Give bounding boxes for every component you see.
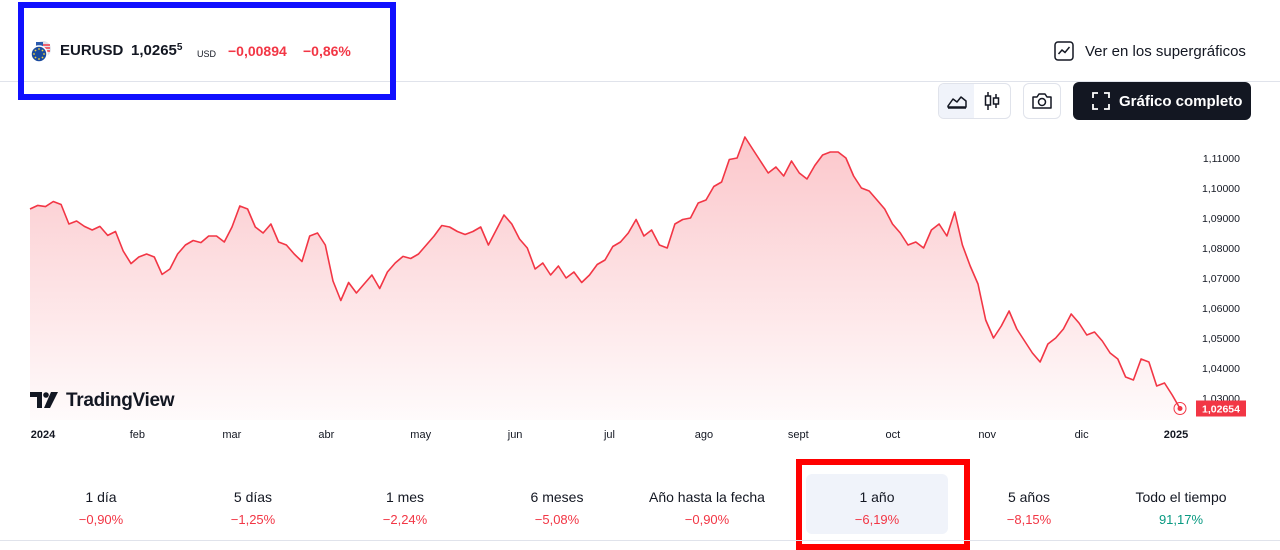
period-change: −0,90% [78,512,124,527]
y-tick-label: 1,06000 [1202,303,1240,315]
period-tab[interactable]: 5 años −8,15% [956,474,1102,534]
period-label: 1 año [859,489,895,505]
candlestick-button[interactable] [974,84,1009,118]
currency-label: USD [197,49,217,59]
price-area-fill [30,137,1180,420]
last-price-tag [1196,400,1246,417]
tradingview-logo-icon [30,392,58,408]
period-label: 1 día [85,489,117,505]
price-chart[interactable]: 1,11000 1,10000 1,09000 1,08000 1,07000 1,060… [0,120,1280,450]
last-price: 1,02655 [131,42,182,59]
period-tab[interactable]: 1 día −0,90% [28,474,174,534]
x-tick-label: feb [130,429,145,441]
period-highlight-box [796,459,970,550]
change-absolute: −0,00894 [228,43,287,59]
price-line [29,136,1181,409]
x-tick-label: jul [603,429,615,441]
last-price-tag-label: 1,02654 [1202,404,1240,416]
price-last-digit: 5 [176,42,183,53]
period-label: 5 días [233,489,273,505]
period-change: −0,90% [684,512,730,527]
y-tick-label: 1,05000 [1202,333,1240,345]
last-price-dot [1177,406,1183,411]
period-tab[interactable]: 1 año −6,19% [806,474,948,534]
y-tick-label: 1,11000 [1203,153,1240,165]
period-label: 1 mes [385,489,425,505]
period-tab[interactable]: 5 días −1,25% [180,474,326,534]
chart-icon [1054,41,1074,61]
period-tab[interactable]: 6 meses −5,08% [484,474,630,534]
last-price-ring [1173,402,1187,415]
period-change: −8,15% [1006,512,1052,527]
y-tick-label: 1,04000 [1202,363,1240,375]
supercharts-link-label: Ver en los supergráficos [1085,42,1246,60]
bottom-divider [0,540,1280,541]
period-tab[interactable]: 1 mes −2,24% [332,474,478,534]
period-label: 6 meses [530,489,584,505]
x-tick-label: sept [788,429,809,441]
period-change: −2,24% [382,512,428,527]
area-chart-button[interactable] [939,84,974,118]
full-chart-button[interactable]: Gráfico completo [1073,82,1251,120]
period-performance-bar: 1 día −0,90% 5 días −1,25% 1 mes −2,24% 6 mese… [28,474,1258,534]
candlestick-icon [984,92,999,110]
area-chart-icon [946,96,967,109]
period-change: −5,08% [534,512,580,527]
supercharts-link[interactable]: Ver en los supergráficos [1054,40,1246,62]
change-percent: −0,86% [303,43,351,59]
period-tab[interactable]: Todo el tiempo 91,17% [1108,474,1254,534]
x-tick-label: mar [222,429,241,441]
x-tick-label: may [410,429,431,441]
tradingview-logo-text: TradingView [66,390,175,411]
x-tick-label: jun [507,429,523,441]
x-tick-label: oct [885,429,900,441]
y-tick-label: 1,09000 [1202,213,1240,225]
eu-us-flag-icon [30,41,51,63]
period-change: 91,17% [1158,512,1204,527]
period-label: 5 años [1007,489,1051,505]
chart-type-toggle [938,83,1011,119]
x-tick-label: abr [318,429,334,441]
y-tick-label: 1,08000 [1202,243,1240,255]
period-change: −6,19% [854,512,900,527]
full-chart-label: Gráfico completo [1119,92,1243,110]
y-tick-label: 1,07000 [1202,273,1240,285]
ticker-symbol[interactable]: EURUSD [60,42,124,59]
period-tab[interactable]: Año hasta la fecha −0,90% [634,474,780,534]
period-label: Todo el tiempo [1135,489,1227,505]
x-tick-label: nov [978,429,996,441]
period-change: −1,25% [230,512,276,527]
screenshot-button[interactable] [1023,83,1061,119]
price-main: 1,0265 [131,42,177,59]
fullscreen-icon [1092,92,1110,110]
x-tick-label: dic [1075,429,1090,441]
symbol-highlight-box [18,2,396,100]
x-tick-label: ago [695,429,713,441]
tradingview-logo[interactable]: TradingView [30,390,175,412]
x-tick-label: 2024 [31,429,56,441]
symbol-header: EURUSD 1,02655 USD −0,00894 −0,86% Ver e… [0,0,1280,82]
y-tick-label: 1,10000 [1202,183,1240,195]
period-label: Año hasta la fecha [649,489,765,505]
x-tick-label: 2025 [1164,429,1188,441]
camera-icon [1032,93,1052,109]
